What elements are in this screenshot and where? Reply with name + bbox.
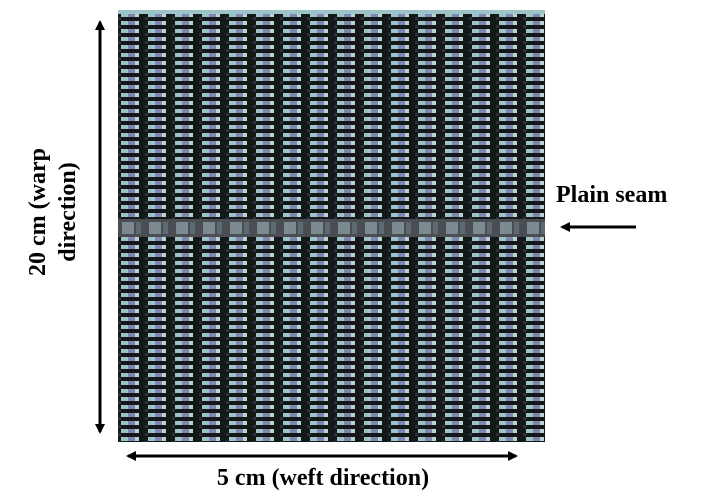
fabric-edge	[118, 10, 545, 14]
warp-label-line: direction)	[55, 162, 81, 262]
seam-label: Plain seam	[556, 182, 667, 208]
warp-label: 20 cm (warp direction)	[25, 148, 81, 276]
warp-label-line: 20 cm (warp	[25, 148, 51, 276]
weft-label: 5 cm (weft direction)	[217, 465, 429, 491]
seam	[118, 219, 545, 237]
